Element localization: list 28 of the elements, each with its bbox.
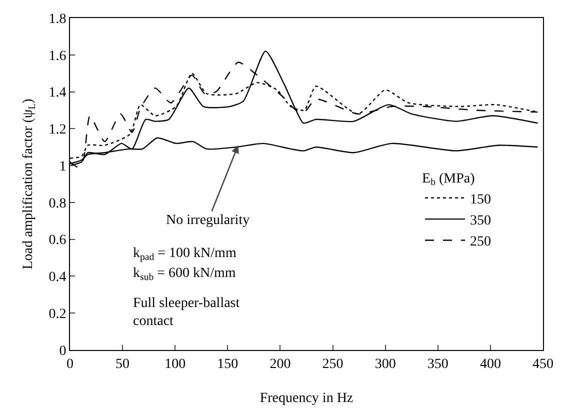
legend-label: 150 <box>470 192 492 208</box>
y-tick-label: 0 <box>59 344 66 359</box>
annotation: k$_{sub}$ = 600 kN/mm <box>133 266 236 283</box>
y-tick-label: 1.6 <box>48 48 66 64</box>
x-tick-label: 250 <box>322 356 344 372</box>
legend-label: 250 <box>470 234 492 250</box>
legend-label: 350 <box>470 214 492 229</box>
x-tick-label: 450 <box>532 356 554 372</box>
y-tick-label: 0.4 <box>48 270 66 286</box>
x-tick-label: 200 <box>270 356 291 372</box>
y-tick-label: 0.2 <box>48 307 66 322</box>
annotation: Full sleeper-ballast contact <box>133 296 240 330</box>
x-tick-label: 100 <box>164 356 186 372</box>
x-tick-label: 350 <box>427 356 448 372</box>
y-tick-label: 1.8 <box>48 12 66 27</box>
x-tick-label: 150 <box>217 356 238 372</box>
y-tick-label: 1.2 <box>48 122 66 138</box>
annotation: No irregularity <box>166 213 250 228</box>
y-tick-label: 0.8 <box>48 196 66 212</box>
y-tick-label: 1.4 <box>48 86 66 101</box>
y-tick-label: 0.6 <box>48 233 66 248</box>
x-tick-label: 300 <box>374 356 396 372</box>
legend-title: E$_{b}$ (MPa) <box>422 171 476 188</box>
x-tick-label: 400 <box>480 356 501 372</box>
x-axis-title: Frequency in Hz <box>260 391 354 406</box>
annotation: k$_{pad}$ = 100 kN/mm <box>133 246 236 263</box>
x-tick-label: 50 <box>116 356 130 372</box>
y-tick-label: 1 <box>59 159 66 174</box>
